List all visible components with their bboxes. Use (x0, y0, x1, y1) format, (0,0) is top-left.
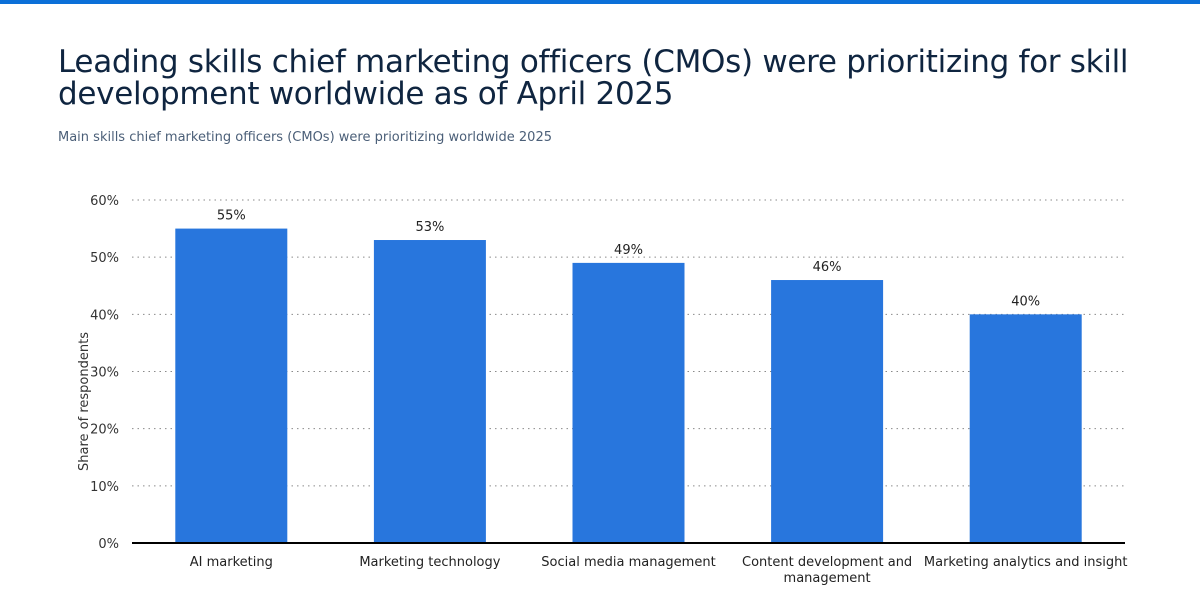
bar (969, 314, 1082, 543)
y-tick-label: 10% (90, 480, 119, 495)
top-accent-bar (0, 0, 1200, 4)
chart-title: Leading skills chief marketing officers … (58, 44, 1129, 112)
y-tick-label: 20% (90, 423, 119, 438)
bar (572, 262, 685, 543)
y-tick-label: 0% (98, 537, 119, 552)
data-label: 40% (1011, 294, 1040, 309)
y-axis-label: Share of respondents (77, 332, 92, 471)
x-tick-label: management (784, 571, 871, 586)
data-label: 46% (813, 260, 842, 275)
y-tick-label: 60% (90, 194, 119, 209)
y-tick-label: 50% (90, 251, 119, 266)
x-tick-label: Marketing analytics and insight (924, 555, 1128, 570)
bar (771, 280, 884, 543)
x-tick-label: Content development and (742, 555, 912, 570)
data-label: 49% (614, 243, 643, 258)
bar (373, 240, 486, 543)
bar (175, 228, 288, 544)
data-label: 53% (415, 220, 444, 235)
x-tick-label: Marketing technology (359, 555, 500, 570)
chart-subtitle: Main skills chief marketing officers (CM… (58, 130, 552, 145)
y-tick-label: 30% (90, 366, 119, 381)
x-tick-label: Social media management (541, 555, 715, 570)
y-tick-label: 40% (90, 308, 119, 323)
data-label: 55% (217, 209, 246, 224)
x-tick-label: AI marketing (190, 555, 273, 570)
